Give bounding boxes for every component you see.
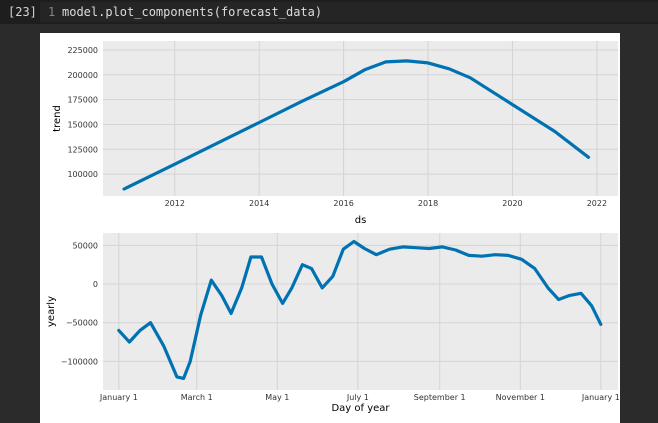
x-tick-label: January 1 bbox=[99, 393, 138, 402]
x-tick-label: 2020 bbox=[502, 199, 522, 208]
cell-output: 2012 2014 2016 2018 2020 2022 100000 125000 1500… bbox=[40, 33, 620, 423]
chart-panel-1: 2012 2014 2016 2018 2020 2022 100000 125000 1500… bbox=[52, 41, 618, 226]
series-line bbox=[117, 239, 603, 380]
y-tick-label: 125000 bbox=[67, 145, 98, 154]
x-tick-label: 2012 bbox=[165, 199, 185, 208]
line-number: 1 bbox=[48, 5, 56, 19]
code-text[interactable]: model.plot_components(forecast_data) bbox=[62, 5, 323, 19]
x-tick-label: January 1 bbox=[581, 393, 620, 402]
y-axis-label: trend bbox=[52, 105, 63, 132]
y-tick-label: 0 bbox=[93, 280, 98, 289]
x-axis-label: ds bbox=[355, 215, 367, 226]
code-cell[interactable]: [23] 1 model.plot_components(forecast_da… bbox=[0, 0, 658, 24]
y-tick-label: 225000 bbox=[67, 46, 98, 55]
x-tick-label: September 1 bbox=[414, 393, 466, 402]
x-tick-label: March 1 bbox=[181, 393, 213, 402]
y-tick-label: −50000 bbox=[66, 319, 98, 328]
series-line bbox=[122, 59, 591, 191]
x-axis-label: Day of year bbox=[331, 403, 390, 414]
plot-area bbox=[103, 41, 618, 196]
y-tick-label: −100000 bbox=[61, 357, 98, 366]
plot-area bbox=[103, 233, 618, 390]
y-axis-label: yearly bbox=[46, 296, 57, 327]
y-tick-label: 150000 bbox=[67, 120, 98, 129]
x-tick-label: 2018 bbox=[418, 199, 438, 208]
y-tick-label: 200000 bbox=[67, 71, 98, 80]
x-tick-label: 2016 bbox=[333, 199, 353, 208]
x-tick-label: May 1 bbox=[265, 393, 289, 402]
chart-panel-2: January 1 March 1 May 1 July 1 September 1 No… bbox=[46, 233, 620, 414]
components-figure: 2012 2014 2016 2018 2020 2022 100000 125000 1500… bbox=[46, 41, 620, 414]
x-tick-label: July 1 bbox=[346, 393, 369, 402]
y-tick-label: 50000 bbox=[73, 241, 98, 250]
y-tick-label: 175000 bbox=[67, 96, 98, 105]
execution-count: [23] bbox=[8, 5, 37, 19]
x-tick-label: November 1 bbox=[496, 393, 545, 402]
x-tick-label: 2014 bbox=[249, 199, 269, 208]
code-editor[interactable]: 1 model.plot_components(forecast_data) bbox=[40, 2, 658, 22]
x-tick-label: 2022 bbox=[587, 199, 607, 208]
y-tick-label: 100000 bbox=[67, 170, 98, 179]
